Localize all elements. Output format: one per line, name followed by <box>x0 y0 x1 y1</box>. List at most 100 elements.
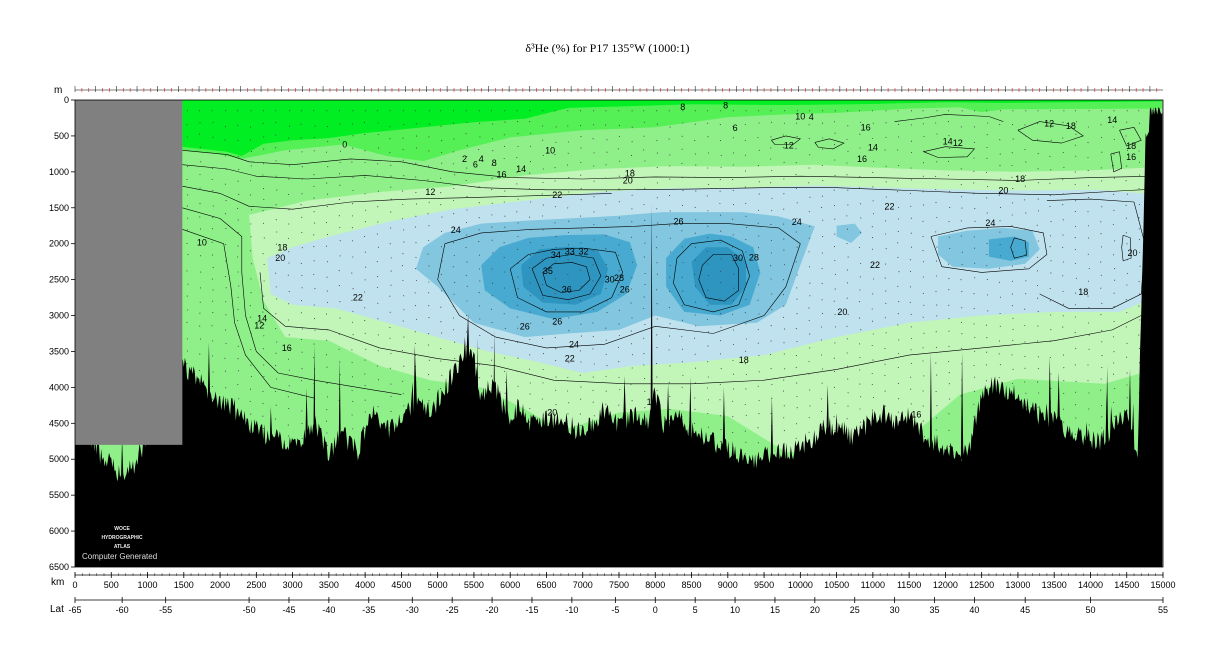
sample-point <box>744 363 746 365</box>
x-tick-label: 6500 <box>536 580 556 590</box>
sample-point <box>428 136 430 138</box>
sample-point <box>897 313 899 315</box>
sample-point <box>720 166 722 168</box>
sample-point <box>1024 367 1026 369</box>
sample-point <box>758 181 760 183</box>
sample-point <box>720 270 722 272</box>
sample-point <box>872 200 874 202</box>
sample-point <box>669 237 671 239</box>
contour-line <box>1017 121 1084 144</box>
sample-point <box>1063 408 1065 410</box>
sample-point <box>605 339 607 341</box>
sample-point <box>808 237 810 239</box>
sample-point <box>694 353 696 355</box>
lat-tick-label: -55 <box>159 605 172 615</box>
sample-point <box>643 121 645 123</box>
sample-point <box>1100 233 1102 235</box>
sample-point <box>199 240 201 242</box>
x-tick-label: 9500 <box>754 580 774 590</box>
sample-point <box>452 305 454 307</box>
sample-point <box>325 245 328 247</box>
contour-line <box>182 164 1156 196</box>
y-tick-label: 5500 <box>49 490 69 500</box>
sample-point <box>1113 362 1115 364</box>
latitude-axis: -65 -60 -55 -50 -45 -40 -35 -30 -25 -20 -15 -10 -5 0 5… <box>68 597 1168 615</box>
sample-point <box>961 347 963 349</box>
sample-point <box>771 293 773 295</box>
sample-point <box>250 110 252 112</box>
sample-point <box>276 189 278 191</box>
sample-point <box>326 366 328 368</box>
lat-tick-label: -5 <box>611 605 619 615</box>
sample-point <box>783 379 785 381</box>
sample-point <box>1024 135 1027 137</box>
contour-label: 10 <box>197 237 207 247</box>
sample-point <box>402 253 404 255</box>
sample-point <box>517 276 519 278</box>
sample-point <box>1024 324 1026 327</box>
sample-point <box>238 168 240 170</box>
sample-point <box>643 203 645 206</box>
sample-point <box>706 195 708 197</box>
contour-label: 10 <box>545 145 555 155</box>
y-tick-label: 1000 <box>49 167 69 177</box>
contour-label: 35 <box>543 266 553 276</box>
sample-point <box>884 347 886 349</box>
sample-point <box>186 110 188 112</box>
sample-point <box>428 333 430 335</box>
sample-point <box>682 122 684 124</box>
sample-point <box>618 404 620 406</box>
sample-point <box>720 340 722 342</box>
sample-point <box>326 126 328 128</box>
contour-line <box>1010 237 1027 259</box>
sample-point <box>605 248 607 250</box>
sample-point <box>211 168 213 170</box>
sample-point <box>961 307 963 309</box>
sample-point <box>452 266 454 268</box>
sample-point <box>1063 166 1065 169</box>
sample-point <box>681 386 683 388</box>
sample-point <box>466 285 468 287</box>
sample-point <box>1062 179 1064 181</box>
sample-point <box>314 329 316 331</box>
sample-point <box>783 223 785 225</box>
sample-point <box>631 354 633 356</box>
sample-point <box>821 195 824 197</box>
sample-point <box>948 360 950 363</box>
seafloor-bathymetry <box>75 107 1163 567</box>
sample-point <box>732 416 734 418</box>
sample-point <box>795 366 797 368</box>
sample-point <box>212 217 214 219</box>
sample-point <box>427 190 429 192</box>
sample-point <box>225 387 227 389</box>
sample-point <box>1074 237 1076 239</box>
sample-point <box>1075 225 1077 228</box>
contour-label: 26 <box>552 316 562 326</box>
y-tick-label: 4000 <box>49 382 69 392</box>
sample-point <box>313 246 315 248</box>
sample-point <box>606 312 608 314</box>
sample-point <box>516 248 518 250</box>
sample-point <box>656 197 658 199</box>
sample-point <box>440 388 442 390</box>
sample-point <box>568 220 570 222</box>
sample-point <box>301 437 303 440</box>
sample-point <box>390 383 392 385</box>
y-tick-label: 5000 <box>49 454 69 464</box>
sample-point <box>390 198 392 200</box>
sample-point <box>719 383 721 385</box>
sample-point <box>999 325 1001 327</box>
sample-point <box>1063 338 1065 340</box>
sample-point <box>910 140 913 142</box>
sample-point <box>822 137 824 139</box>
sample-point <box>199 301 201 303</box>
sample-point <box>1025 212 1027 214</box>
sample-point <box>390 395 392 397</box>
sample-point <box>377 133 379 136</box>
sample-point <box>986 227 988 229</box>
sample-point <box>466 121 468 124</box>
sample-point <box>238 285 240 287</box>
sample-point <box>961 140 963 142</box>
sample-point <box>871 237 874 239</box>
chart-title: δ³He (%) for P17 135°W (1000:1) <box>525 41 690 55</box>
